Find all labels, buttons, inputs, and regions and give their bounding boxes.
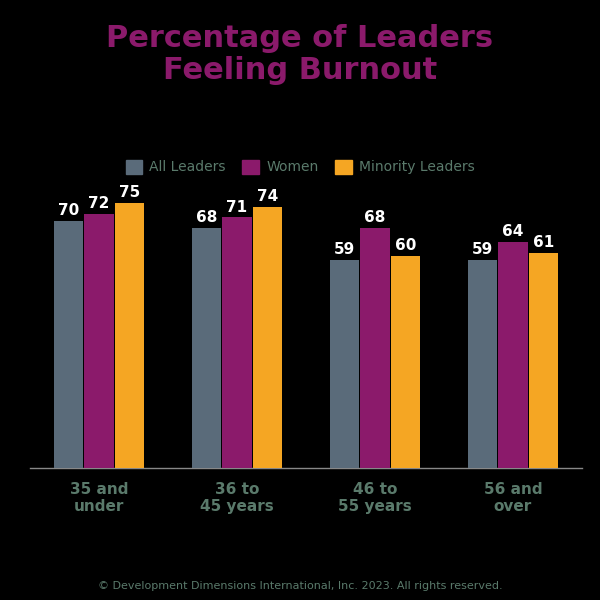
Bar [222,217,252,468]
Text: 60: 60 [395,238,416,253]
Text: 64: 64 [502,224,524,239]
Bar [391,256,420,468]
Text: 68: 68 [196,210,217,225]
Text: 61: 61 [533,235,554,250]
Bar [529,253,558,468]
Bar [115,203,144,468]
Text: 70: 70 [58,203,79,218]
Text: 59: 59 [334,242,355,257]
Bar [330,260,359,468]
Bar [84,214,114,468]
Text: 74: 74 [257,189,278,204]
Text: © Development Dimensions International, Inc. 2023. All rights reserved.: © Development Dimensions International, … [98,581,502,591]
Text: 75: 75 [119,185,140,200]
Text: Percentage of Leaders
Feeling Burnout: Percentage of Leaders Feeling Burnout [106,24,494,85]
Legend: All Leaders, Women, Minority Leaders: All Leaders, Women, Minority Leaders [120,154,480,180]
Text: 68: 68 [364,210,386,225]
Bar [253,207,282,468]
Bar [360,228,390,468]
Bar [192,228,221,468]
Text: 71: 71 [226,200,248,215]
Text: 72: 72 [88,196,110,211]
Bar [54,221,83,468]
Bar [498,242,528,468]
Bar [468,260,497,468]
Text: 59: 59 [472,242,493,257]
